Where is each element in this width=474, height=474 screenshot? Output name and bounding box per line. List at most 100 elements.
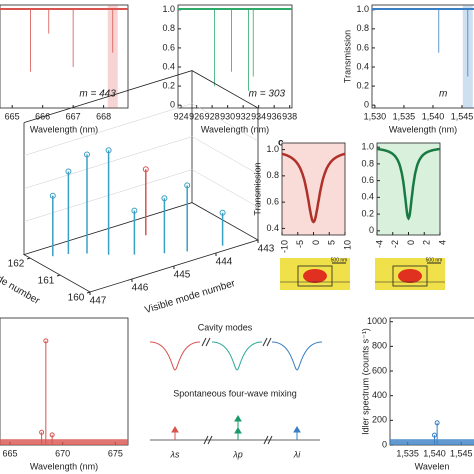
y-tick-label: 0.6 <box>266 197 279 207</box>
annotation: m <box>439 89 447 100</box>
x-tick-label: 665 <box>2 448 17 458</box>
scale-bar-label: 500 nm <box>331 257 348 263</box>
y-axis-label: Idler spectrum (counts s⁻¹) <box>360 328 370 435</box>
wall-grid <box>23 136 259 189</box>
wall-grid <box>23 169 259 222</box>
x-tick-label: 675 <box>108 448 123 458</box>
y-tick-label: 800 <box>372 341 387 351</box>
mode-field <box>303 269 327 283</box>
y-tick-label: 0.6 <box>361 175 374 185</box>
peak-marker <box>39 429 45 435</box>
x-axis-label: Wavelength (nm) <box>389 124 457 134</box>
x-tick-label: 668 <box>96 111 111 121</box>
y-tick-label: 0.8 <box>356 23 369 33</box>
peak-marker <box>434 420 440 426</box>
x-tick-label: 1,540 <box>422 111 445 121</box>
highlight <box>107 5 118 108</box>
y-tick-label: 162 <box>8 259 25 270</box>
mode-dip <box>149 341 201 371</box>
stem-marker <box>49 192 56 199</box>
y-tick <box>26 257 31 260</box>
x-tick-label: 2 <box>422 240 432 245</box>
y-tick-label: 0.6 <box>356 42 369 52</box>
y-axis-label: Transmission <box>252 162 262 215</box>
y-tick-label: 600 <box>372 365 387 375</box>
diagram: Cavity modes Spontaneous four-wave mixin… <box>149 322 323 459</box>
waveguide <box>297 265 333 287</box>
stem-marker <box>184 182 191 189</box>
arrow <box>234 415 242 440</box>
wall-grid <box>23 103 259 156</box>
x-axis-label: Wavelen <box>415 461 450 471</box>
x-tick-label: 934 <box>251 111 266 121</box>
axis-break <box>203 435 273 445</box>
x-tick-label: 443 <box>258 244 275 255</box>
y-tick-label: 0.4 <box>361 192 374 202</box>
x-tick-label: 1,540 <box>423 448 446 458</box>
mode-field <box>398 269 422 283</box>
arrow <box>171 426 179 440</box>
peak-marker <box>43 338 49 344</box>
plot-frame <box>0 317 129 446</box>
x-tick-label: 447 <box>90 296 107 307</box>
y-axis-label: de number <box>0 273 42 307</box>
x-tick-label: 0 <box>406 240 416 245</box>
y-tick-label: 0.2 <box>356 80 369 90</box>
x-tick-label: 666 <box>35 111 50 121</box>
x-tick-label: -4 <box>374 240 384 248</box>
lambda-label: λs <box>170 449 180 459</box>
lambda-label: λi <box>293 449 301 459</box>
peak-marker <box>49 432 55 438</box>
x-axis-label: Visible mode number <box>144 278 238 316</box>
x-tick-label: -5 <box>295 240 305 248</box>
y-tick-label: 0 <box>382 439 387 449</box>
plot-frame <box>177 4 293 109</box>
x-tick-label: 1,530 <box>364 111 387 121</box>
panel-label: c <box>278 138 284 149</box>
y-tick-label: 1.0 <box>162 4 175 14</box>
mode-dip <box>211 341 263 371</box>
y-tick-label: 0.2 <box>162 80 175 90</box>
y-tick-label: 0.8 <box>162 23 175 33</box>
stem-marker <box>219 209 226 216</box>
y-tick-label: 0 <box>170 100 175 110</box>
x-axis-label: Wavelength (nm) <box>30 461 98 471</box>
x-tick-label: -10 <box>279 240 289 253</box>
stem-marker <box>142 166 149 173</box>
y-tick-label: 0 <box>369 225 374 235</box>
y-tick-label: 0.4 <box>162 61 175 71</box>
waveguide <box>392 265 428 287</box>
y-tick-label: 0 <box>364 100 369 110</box>
y-tick-label: 200 <box>372 415 387 425</box>
plot-background <box>377 143 440 235</box>
x-tick-label: 667 <box>66 111 81 121</box>
peak-marker <box>431 432 437 438</box>
x-tick-label: 930 <box>220 111 235 121</box>
plot-frame <box>0 4 129 109</box>
mode-dip <box>271 341 323 371</box>
stem-marker <box>105 147 112 154</box>
scale-bar-label: 500 nm <box>426 257 443 263</box>
y-tick <box>56 274 61 277</box>
noise-floor <box>0 439 128 445</box>
annotation: m = 443 <box>79 89 116 100</box>
x-tick-label: 1,545 <box>450 448 473 458</box>
x-axis-label: Wavelength (nm) <box>201 124 269 134</box>
x-tick-label: 0 <box>311 240 321 245</box>
x-tick-label: 670 <box>55 448 70 458</box>
x-tick-label: -2 <box>390 240 400 248</box>
noise-floor <box>390 439 474 445</box>
wall-top <box>23 70 259 123</box>
stem-marker <box>131 207 138 214</box>
x-tick-label: 445 <box>174 270 191 281</box>
y-tick <box>86 291 91 294</box>
y-tick-label: 161 <box>38 276 55 287</box>
y-tick-label: 0.4 <box>356 61 369 71</box>
x-tick-label: 10 <box>342 240 352 250</box>
x-tick-label: 5 <box>327 240 337 245</box>
y-tick-label: 160 <box>68 293 85 304</box>
stem-marker <box>161 195 168 202</box>
stem-marker <box>65 168 72 175</box>
x-tick-label: 1,535 <box>396 448 419 458</box>
x-tick-label: 446 <box>132 283 149 294</box>
